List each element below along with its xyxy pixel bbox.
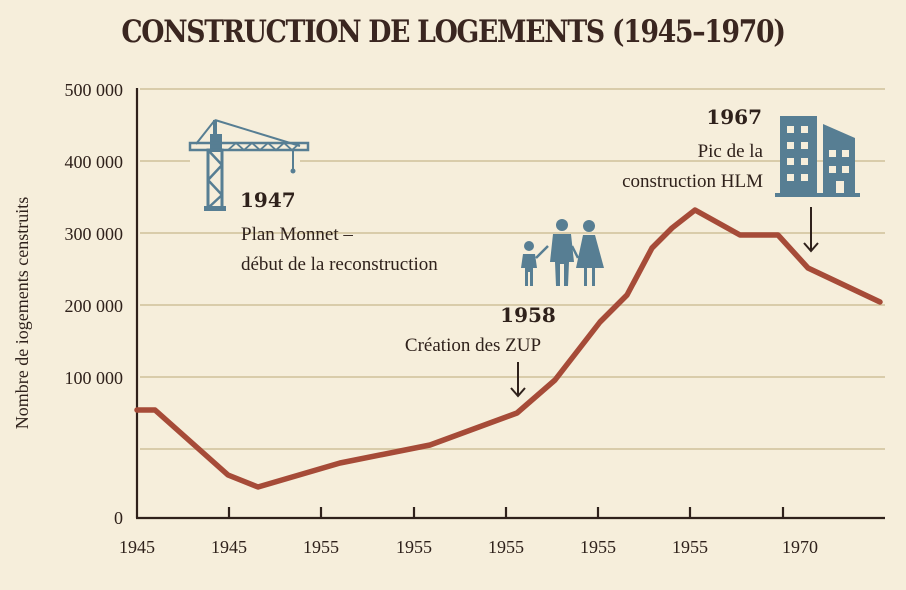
annotation-text: Pic de la <box>698 141 764 162</box>
y-tick-label: 300 000 <box>65 224 124 244</box>
x-tick-label: 1945 <box>211 537 247 557</box>
chart-title: CONSTRUCTION DE LOGEMENTS (1945–1970) <box>121 14 786 50</box>
y-tick-label: 200 000 <box>65 296 124 316</box>
annotation-text: Création des ZUP <box>405 335 541 356</box>
x-tick-label: 1970 <box>782 537 818 557</box>
annotation-1967: 1967 Pic de la construction HLM <box>622 105 763 192</box>
y-tick-label: 0 <box>114 508 123 528</box>
annotation-text: Plan Monnet – <box>241 224 353 245</box>
annotation-text: construction HLM <box>622 171 763 192</box>
y-tick-label: 500 000 <box>65 80 124 100</box>
annotation-1947: 1947 Plan Monnet – début de la reconstru… <box>240 188 438 275</box>
annotation-year: 1947 <box>240 188 296 212</box>
y-tick-label: 400 000 <box>65 152 124 172</box>
data-line <box>134 207 883 490</box>
x-tick-label: 1955 <box>580 537 616 557</box>
annotation-year: 1958 <box>500 303 556 327</box>
gridlines <box>140 88 885 450</box>
arrow-down-icon <box>510 362 526 398</box>
x-tick-label: 1945 <box>119 537 155 557</box>
x-tick-label: 1955 <box>303 537 339 557</box>
y-tick-label: 100 000 <box>65 368 124 388</box>
annotation-text: début de la reconstruction <box>241 254 438 275</box>
x-tick-label: 1955 <box>672 537 708 557</box>
buildings-icon <box>775 116 860 197</box>
arrow-down-icon <box>803 207 819 253</box>
y-tick-labels: 500 000 400 000 300 000 200 000 100 000 … <box>65 80 124 528</box>
annotation-year: 1967 <box>706 105 762 129</box>
axes <box>135 88 885 520</box>
crane-icon <box>188 119 310 211</box>
annotation-1958: 1958 Création des ZUP <box>405 303 556 356</box>
x-tick-label: 1955 <box>488 537 524 557</box>
y-axis-label: Nombre de iogements censtruits <box>12 197 32 429</box>
x-tick-labels: 1945 1945 1955 1955 1955 1955 1955 1970 <box>119 537 818 557</box>
family-icon <box>521 219 604 286</box>
x-tick-label: 1955 <box>396 537 432 557</box>
